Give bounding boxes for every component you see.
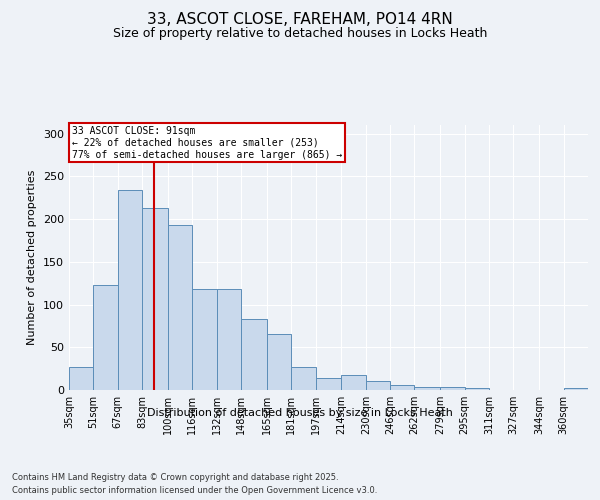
Bar [217, 289, 241, 390]
Text: Size of property relative to detached houses in Locks Heath: Size of property relative to detached ho… [113, 28, 487, 40]
Y-axis label: Number of detached properties: Number of detached properties [28, 170, 37, 345]
Text: 33 ASCOT CLOSE: 91sqm
← 22% of detached houses are smaller (253)
77% of semi-det: 33 ASCOT CLOSE: 91sqm ← 22% of detached … [71, 126, 342, 160]
Bar [94, 285, 118, 390]
Bar [168, 225, 192, 390]
Bar [341, 376, 366, 390]
Text: 33, ASCOT CLOSE, FAREHAM, PO14 4RN: 33, ASCOT CLOSE, FAREHAM, PO14 4RN [147, 12, 453, 28]
Bar [440, 386, 465, 390]
Bar [118, 190, 142, 390]
Bar [563, 388, 588, 390]
Text: Distribution of detached houses by size in Locks Heath: Distribution of detached houses by size … [147, 408, 453, 418]
Bar [465, 388, 489, 390]
Bar [415, 386, 440, 390]
Bar [142, 208, 168, 390]
Text: Contains HM Land Registry data © Crown copyright and database right 2025.: Contains HM Land Registry data © Crown c… [12, 472, 338, 482]
Bar [366, 380, 390, 390]
Bar [69, 367, 94, 390]
Bar [241, 319, 267, 390]
Text: Contains public sector information licensed under the Open Government Licence v3: Contains public sector information licen… [12, 486, 377, 495]
Bar [390, 385, 415, 390]
Bar [267, 334, 291, 390]
Bar [192, 289, 217, 390]
Bar [316, 378, 341, 390]
Bar [291, 367, 316, 390]
